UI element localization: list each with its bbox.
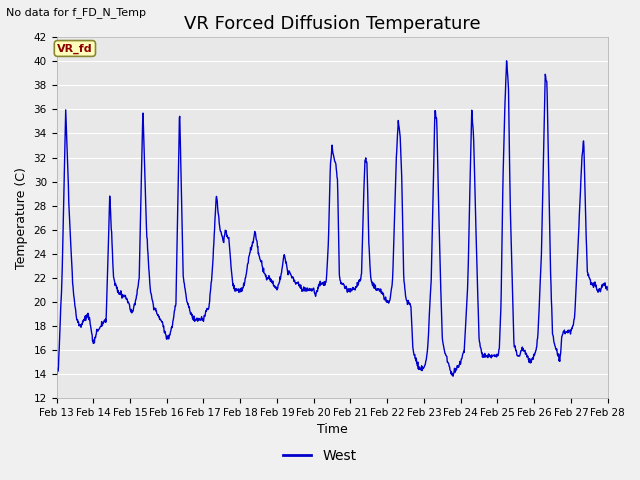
Legend: West: West <box>278 443 362 468</box>
Y-axis label: Temperature (C): Temperature (C) <box>15 167 28 269</box>
Text: No data for f_FD_N_Temp: No data for f_FD_N_Temp <box>6 7 147 18</box>
Title: VR Forced Diffusion Temperature: VR Forced Diffusion Temperature <box>184 15 481 33</box>
Text: VR_fd: VR_fd <box>57 43 93 54</box>
X-axis label: Time: Time <box>317 423 348 436</box>
